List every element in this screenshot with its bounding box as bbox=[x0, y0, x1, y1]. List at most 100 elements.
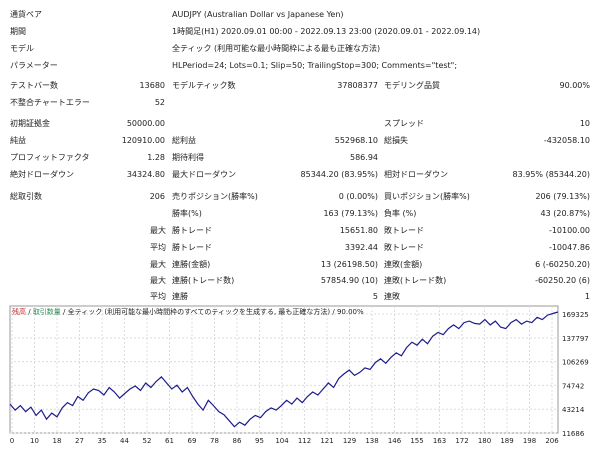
avg-win-value: 3392.44 bbox=[344, 243, 378, 252]
short-label: 売りポジション(勝率%) bbox=[172, 192, 258, 201]
y-tick-label: 11686 bbox=[562, 430, 585, 438]
avg-loss-value: -10047.86 bbox=[548, 243, 590, 252]
max-cons-loss-value: -60250.20 (6) bbox=[535, 276, 590, 285]
x-tick-label: 10 bbox=[30, 437, 39, 445]
avg-cons-wins-value: 5 bbox=[372, 292, 378, 301]
y-tick-label: 137797 bbox=[562, 335, 589, 343]
gross-loss-value: -432058.10 bbox=[543, 136, 590, 145]
avg-label-2: 平均 bbox=[150, 292, 166, 301]
profit-factor-value: 1.28 bbox=[147, 153, 165, 162]
net-profit-label: 純益 bbox=[10, 136, 26, 145]
total-trades-label: 総取引数 bbox=[10, 192, 42, 201]
x-tick-label: 129 bbox=[343, 437, 356, 445]
expected-payoff-value: 586.94 bbox=[350, 153, 378, 162]
period-label: 期間 bbox=[10, 27, 26, 36]
x-tick-label: 86 bbox=[233, 437, 242, 445]
max-label-1: 最大 bbox=[150, 226, 166, 235]
spread-value: 10 bbox=[579, 119, 590, 128]
max-cons-wins-label: 連勝(金額) bbox=[172, 260, 211, 269]
y-tick-label: 169325 bbox=[562, 311, 589, 319]
x-tick-label: 155 bbox=[410, 437, 423, 445]
max-label-2: 最大 bbox=[150, 260, 166, 269]
symbol-value: AUDJPY (Australian Dollar vs Japanese Ye… bbox=[172, 10, 344, 19]
x-tick-label: 189 bbox=[500, 437, 513, 445]
x-tick-label: 138 bbox=[365, 437, 378, 445]
avg-cons-losses-label: 連敗 bbox=[384, 292, 400, 301]
max-cons-losses-value: 6 (-60250.20) bbox=[535, 260, 590, 269]
largest-win-value: 15651.80 bbox=[339, 226, 378, 235]
x-tick-label: 180 bbox=[478, 437, 491, 445]
model-ticks-label: モデルティック数 bbox=[172, 81, 236, 90]
y-tick-label: 43214 bbox=[562, 406, 585, 414]
gross-profit-label: 総利益 bbox=[172, 136, 196, 145]
largest-loss-label: 敗トレード bbox=[384, 226, 424, 235]
x-tick-label: 198 bbox=[523, 437, 536, 445]
mismatch-label: 不整合チャートエラー bbox=[10, 98, 90, 107]
model-value: 全ティック (利用可能な最小時間枠による最も正確な方法) bbox=[172, 44, 381, 53]
long-label: 買いポジション(勝率%) bbox=[384, 192, 470, 201]
x-tick-label: 52 bbox=[143, 437, 152, 445]
balance-chart-svg: 169325 137797 106269 74742 43214 11686 0 10 18 2… bbox=[9, 305, 589, 445]
x-tick-label: 61 bbox=[165, 437, 174, 445]
x-tick-label: 95 bbox=[255, 437, 264, 445]
spread-label: スプレッド bbox=[384, 119, 424, 128]
avg-label-1: 平均 bbox=[150, 243, 166, 252]
x-tick-label: 27 bbox=[75, 437, 84, 445]
avg-cons-losses-value: 1 bbox=[584, 292, 590, 301]
largest-loss-value: -10100.00 bbox=[548, 226, 590, 235]
x-tick-label: 172 bbox=[455, 437, 468, 445]
model-quality-label: モデリング品質 bbox=[384, 81, 440, 90]
loss-pct-label: 負率 (%) bbox=[384, 209, 417, 218]
abs-dd-label: 絶対ドローダウン bbox=[10, 170, 74, 179]
max-cons-loss-label: 連敗(トレード数) bbox=[384, 276, 447, 285]
x-tick-label: 146 bbox=[388, 437, 402, 445]
x-tick-label: 69 bbox=[188, 437, 197, 445]
balance-chart: 169325 137797 106269 74742 43214 11686 0 10 18 2… bbox=[0, 304, 600, 447]
x-tick-label: 0 bbox=[10, 437, 14, 445]
gross-profit-value: 552968.10 bbox=[334, 136, 378, 145]
initial-deposit-value: 50000.00 bbox=[126, 119, 165, 128]
mismatch-value: 52 bbox=[154, 98, 165, 107]
total-trades-value: 206 bbox=[149, 192, 165, 201]
win-pct-label: 勝率(%) bbox=[172, 209, 202, 218]
rel-dd-label: 相対ドローダウン bbox=[384, 170, 448, 179]
x-tick-label: 78 bbox=[210, 437, 219, 445]
legend-balance: 残高 / 取引数量 / 全ティック (利用可能な最小時間枠のすべてのティックを生… bbox=[12, 307, 364, 316]
x-tick-label: 44 bbox=[120, 437, 129, 445]
gross-loss-label: 総損失 bbox=[384, 136, 408, 145]
max-cons-wins-value: 13 (26198.50) bbox=[320, 260, 378, 269]
win-pct-value: 163 (79.13%) bbox=[323, 209, 378, 218]
period-value: 1時間足(H1) 2020.09.01 00:00 - 2022.09.13 2… bbox=[172, 27, 481, 36]
x-tick-label: 104 bbox=[275, 437, 289, 445]
params-label: パラメーター bbox=[10, 61, 58, 70]
test-bars-value: 13680 bbox=[139, 81, 165, 90]
symbol-label: 通貨ペア bbox=[10, 10, 42, 19]
max-dd-value: 85344.20 (83.95%) bbox=[300, 170, 378, 179]
short-value: 0 (0.00%) bbox=[338, 192, 378, 201]
profit-factor-label: プロフィットファクタ bbox=[10, 153, 90, 162]
balance-line bbox=[9, 311, 559, 428]
max-cons-profit-label: 連勝(トレード数) bbox=[172, 276, 235, 285]
max-label-3: 最大 bbox=[150, 276, 166, 285]
abs-dd-value: 34324.80 bbox=[126, 170, 165, 179]
x-tick-label: 163 bbox=[433, 437, 446, 445]
x-tick-label: 206 bbox=[545, 437, 559, 445]
y-tick-label: 74742 bbox=[562, 382, 584, 390]
net-profit-value: 120910.00 bbox=[121, 136, 165, 145]
x-tick-label: 18 bbox=[53, 437, 62, 445]
model-ticks-value: 37808377 bbox=[337, 81, 378, 90]
loss-pct-value: 43 (20.87%) bbox=[540, 209, 590, 218]
rel-dd-value: 83.95% (85344.20) bbox=[512, 170, 590, 179]
x-tick-label: 112 bbox=[298, 437, 311, 445]
max-cons-profit-value: 57854.90 (10) bbox=[320, 276, 378, 285]
x-tick-label: 35 bbox=[98, 437, 107, 445]
model-label: モデル bbox=[10, 44, 34, 53]
max-dd-label: 最大ドローダウン bbox=[172, 170, 236, 179]
avg-win-label: 勝トレード bbox=[172, 243, 212, 252]
test-bars-label: テストバー数 bbox=[10, 81, 58, 90]
avg-cons-wins-label: 連勝 bbox=[172, 292, 188, 301]
max-cons-losses-label: 連敗(金額) bbox=[384, 260, 423, 269]
long-value: 206 (79.13%) bbox=[535, 192, 590, 201]
params-value: HLPeriod=24; Lots=0.1; Slip=50; Trailing… bbox=[172, 61, 458, 70]
avg-loss-label: 敗トレード bbox=[384, 243, 424, 252]
